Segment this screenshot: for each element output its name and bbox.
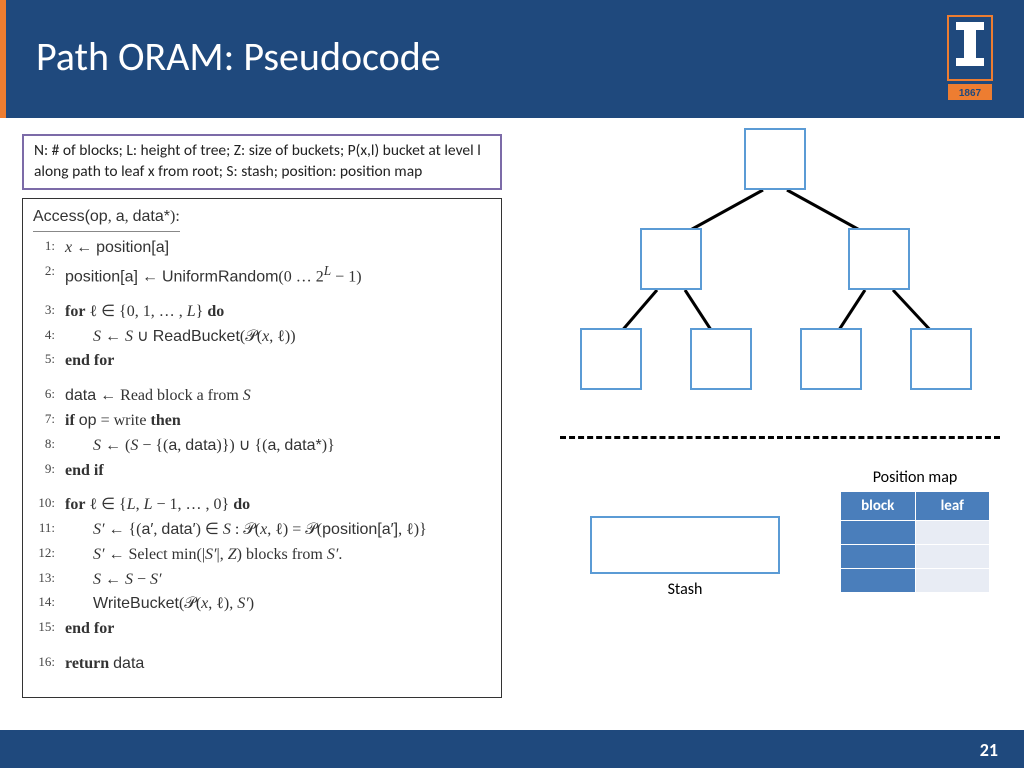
slide-header: Path ORAM: Pseudocode 1867 — [0, 0, 1024, 118]
stash-region: Stash — [590, 516, 780, 599]
slide-footer: 21 — [0, 730, 1024, 768]
stash-label: Stash — [590, 580, 780, 599]
tree-node — [910, 328, 972, 390]
tree-node — [848, 228, 910, 290]
tree-node — [800, 328, 862, 390]
uiuc-logo: 1867 — [946, 14, 994, 109]
legend-box: N: # of blocks; L: height of tree; Z: si… — [22, 134, 502, 190]
tree-node — [744, 128, 806, 190]
slide-body: N: # of blocks; L: height of tree; Z: si… — [0, 118, 1024, 730]
tree-node — [690, 328, 752, 390]
position-map: Position map block leaf — [840, 468, 990, 593]
table-row — [841, 521, 990, 545]
header-accent — [0, 0, 6, 118]
pseudocode-lines: 1:x ← position[a] 2:position[a] ← Unifor… — [33, 236, 491, 677]
stash-box — [590, 516, 780, 574]
pseudocode-signature: Access(op, a, data*): — [33, 205, 180, 232]
tree-node — [640, 228, 702, 290]
table-row — [841, 569, 990, 593]
pseudocode-box: Access(op, a, data*): 1:x ← position[a] … — [22, 198, 502, 698]
slide-title: Path ORAM: Pseudocode — [0, 0, 1024, 81]
pmap-col-block: block — [841, 492, 916, 521]
logo-year: 1867 — [959, 88, 982, 99]
position-map-title: Position map — [840, 468, 990, 487]
position-map-table: block leaf — [840, 491, 990, 593]
pmap-col-leaf: leaf — [915, 492, 990, 521]
divider-dashed — [560, 436, 1000, 439]
page-number: 21 — [980, 739, 998, 761]
tree-node — [580, 328, 642, 390]
tree-diagram — [545, 128, 1005, 418]
table-row — [841, 545, 990, 569]
